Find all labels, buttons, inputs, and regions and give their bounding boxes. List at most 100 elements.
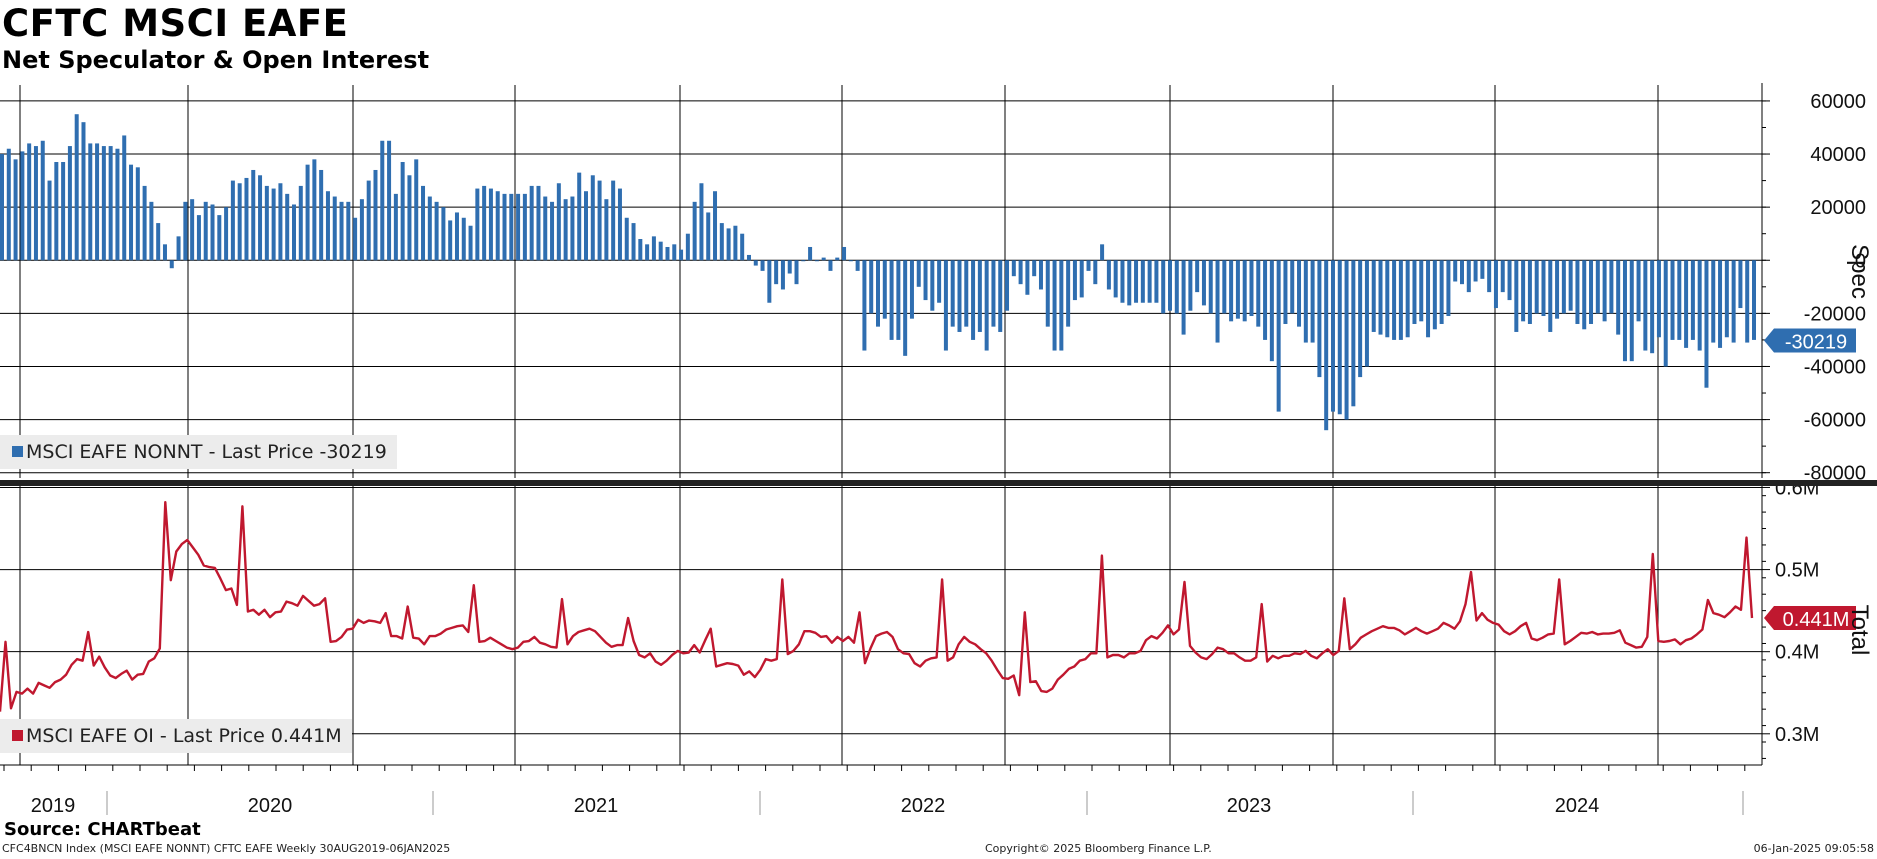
spec-bar [1038, 260, 1043, 290]
spec-bar [767, 260, 772, 303]
spec-bar [1113, 260, 1118, 298]
spec-bar [550, 201, 555, 261]
spec-bar [1548, 260, 1553, 332]
spec-bar [1724, 260, 1729, 338]
spec-bar [1263, 260, 1268, 340]
spec-bar [1405, 260, 1410, 338]
spec-bar [54, 162, 59, 261]
spec-bar [1432, 260, 1437, 330]
spec-bar [842, 246, 847, 261]
spec-bar [1412, 260, 1417, 324]
spec-bar [1045, 260, 1050, 327]
spec-bar [556, 183, 561, 261]
spec-bar [1622, 260, 1627, 362]
spec-bar [1609, 260, 1614, 314]
spec-bar [1663, 260, 1668, 367]
spec-bar [651, 236, 656, 261]
spec-bar [81, 122, 86, 261]
spec-bar [808, 246, 813, 261]
spec-bar [991, 260, 996, 327]
spec-bar [1127, 260, 1132, 306]
spec-bar [1453, 260, 1458, 282]
spec-bar [20, 151, 25, 261]
spec-bar [1385, 260, 1390, 338]
spec-bar [1072, 260, 1077, 301]
x-tick-label-year: 2024 [1555, 795, 1600, 817]
spec-bar [1066, 260, 1071, 327]
spec-bar [380, 140, 385, 261]
spec-bar [346, 201, 351, 261]
spec-bar [1398, 260, 1403, 340]
spec-bar [943, 260, 948, 351]
spec-bar [210, 204, 215, 261]
spec-bar [1629, 260, 1634, 362]
spec-bar [1670, 260, 1675, 340]
spec-bar [183, 201, 188, 261]
spec-bar [631, 223, 636, 261]
spec-bar [244, 177, 249, 261]
spec-bar [971, 260, 976, 340]
x-tick-label-year: 2022 [901, 795, 946, 817]
spec-bar [1201, 260, 1206, 306]
spec-bar [1222, 260, 1227, 314]
spec-bar [896, 260, 901, 340]
spec-bar [1208, 260, 1213, 314]
spec-bar [1140, 260, 1145, 303]
spec-bar [1351, 260, 1356, 407]
spec-bar [1541, 260, 1546, 317]
spec-bar [1032, 260, 1037, 277]
spec-bar [1589, 260, 1594, 324]
spec-bar [699, 183, 704, 261]
spec-bar [1514, 260, 1519, 332]
spec-bar [1317, 260, 1322, 378]
footer-index-info: CFC4BNCN Index (MSCI EAFE NONNT) CFTC EA… [2, 842, 451, 855]
spec-bar [1168, 260, 1172, 311]
spec-bar [1575, 260, 1580, 324]
spec-bar [373, 169, 378, 261]
spec-bar [1439, 260, 1444, 324]
y-tick-label-spec: 0 [1855, 250, 1866, 272]
spec-bar [40, 140, 45, 261]
spec-bar [679, 249, 684, 261]
spec-bar [122, 135, 127, 261]
spec-bar [1134, 260, 1139, 303]
spec-bar [495, 191, 500, 261]
spec-bar [1392, 260, 1397, 340]
spec-bar [339, 201, 344, 261]
spec-bar [1534, 260, 1539, 314]
spec-bar [1595, 260, 1600, 314]
spec-bar [414, 159, 419, 261]
spec-bar [1419, 260, 1424, 322]
spec-bar [1561, 260, 1566, 314]
spec-bar [1297, 260, 1302, 327]
spec-bar [1656, 260, 1661, 338]
oi-series-line [0, 501, 1754, 712]
spec-bar [685, 233, 690, 261]
y-tick-label-oi: 0.5M [1775, 560, 1819, 582]
spec-bar [1636, 260, 1641, 322]
spec-bar [475, 188, 480, 261]
spec-bar [1337, 260, 1342, 415]
spec-bar [848, 260, 853, 262]
spec-bar [264, 185, 269, 261]
spec-bar [692, 201, 697, 261]
legend-oi-swatch [12, 730, 23, 741]
spec-bar [1018, 260, 1023, 285]
spec-bar [278, 183, 283, 261]
x-tick-label-year: 2020 [248, 795, 293, 817]
spec-bar [441, 207, 446, 261]
spec-bar [1521, 260, 1526, 322]
spec-bar [129, 164, 134, 261]
spec-bar [169, 260, 174, 269]
spec-bar [33, 146, 38, 261]
spec-bar [156, 223, 161, 261]
spec-bar [74, 114, 79, 261]
last-value-tag-oi-bg [1764, 606, 1856, 631]
spec-bar [421, 185, 426, 261]
spec-bar [115, 148, 120, 261]
spec-bar [1086, 260, 1091, 271]
spec-bar [1310, 260, 1315, 343]
spec-bar [407, 175, 412, 261]
spec-bar [1256, 260, 1261, 327]
spec-bar [285, 193, 290, 261]
